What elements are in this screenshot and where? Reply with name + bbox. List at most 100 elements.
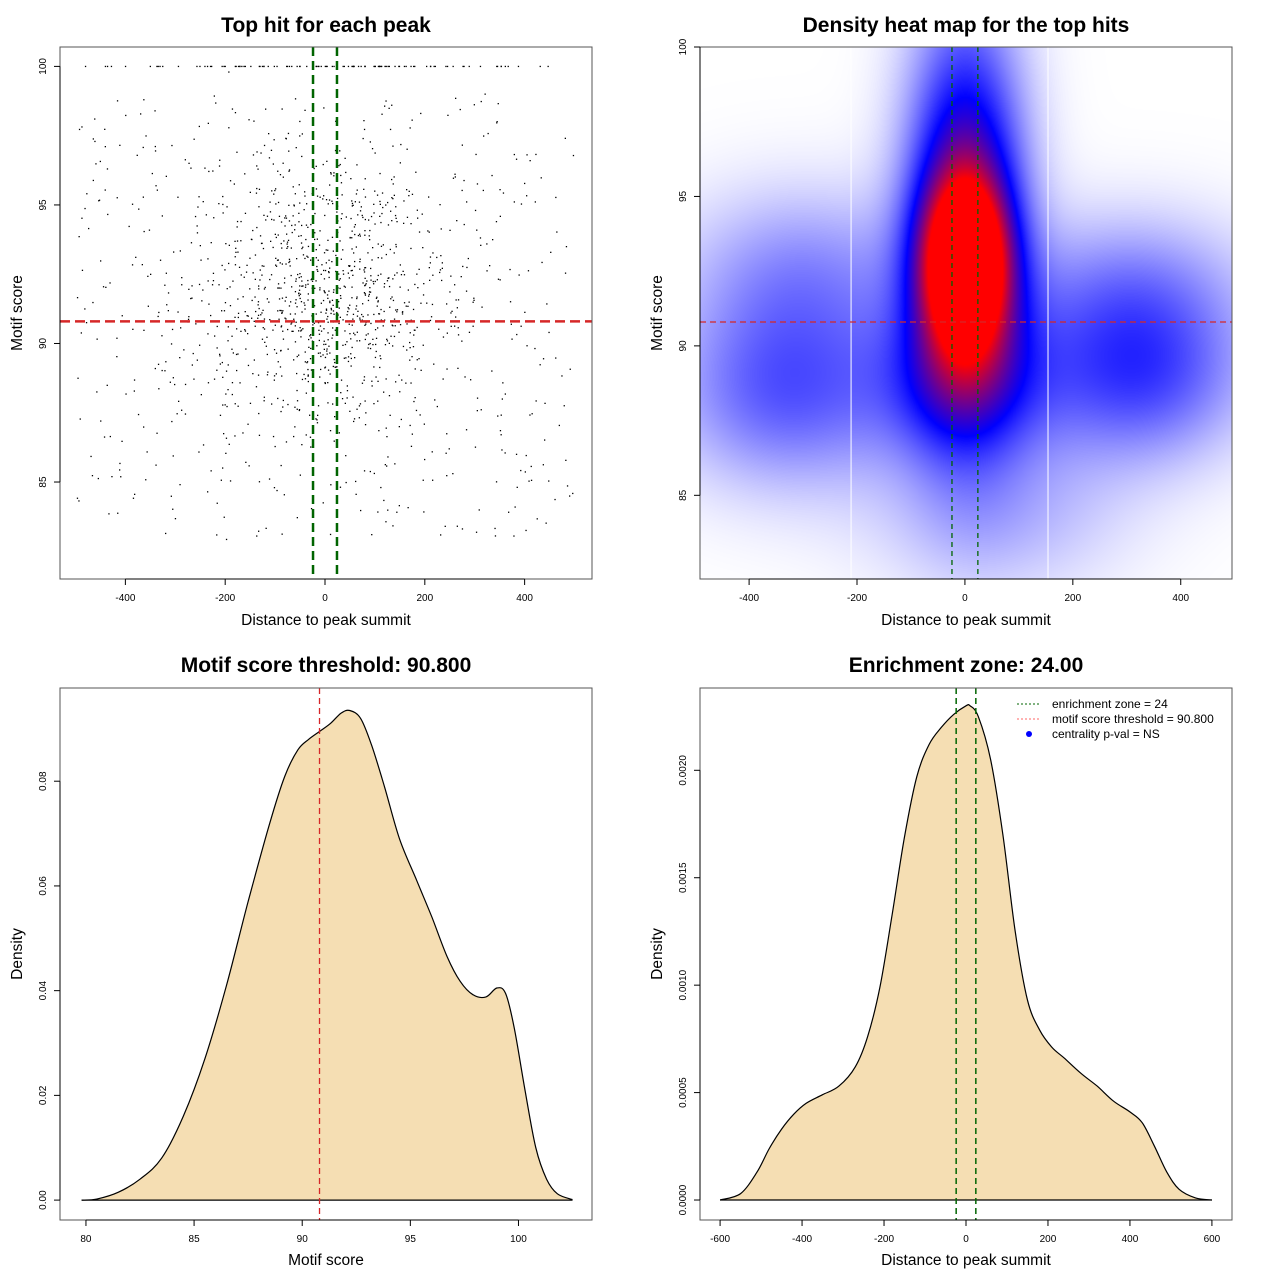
annotation-lines — [60, 47, 592, 579]
scatter-point — [328, 271, 330, 274]
scatter-point — [258, 206, 260, 208]
scatter-point — [495, 481, 498, 483]
x-tick-label: 95 — [405, 1234, 417, 1245]
scatter-point — [398, 505, 400, 507]
scatter-point — [482, 189, 484, 192]
scatter-point — [241, 65, 243, 68]
scatter-point — [399, 324, 402, 326]
density-curve — [81, 709, 573, 1201]
scatter-point — [116, 100, 119, 102]
scatter-point — [357, 65, 360, 68]
panel-scatter: Top hit for each peak -400 -200 0 200 400 85… — [9, 14, 593, 629]
scatter-point — [548, 480, 550, 482]
scatter-point — [231, 348, 233, 350]
scatter-point — [340, 297, 342, 299]
scatter-point — [385, 427, 387, 429]
scatter-point — [141, 264, 143, 266]
scatter-point — [263, 288, 266, 290]
scatter-point — [78, 128, 81, 131]
scatter-point — [515, 158, 518, 160]
scatter-point — [454, 173, 456, 175]
scatter-point — [146, 451, 148, 453]
scatter-point — [234, 112, 237, 114]
scatter-point — [279, 309, 281, 312]
scatter-point — [363, 188, 365, 190]
scatter-point — [414, 329, 416, 331]
scatter-point — [395, 381, 397, 383]
scatter-point — [320, 273, 322, 275]
scatter-point — [335, 254, 337, 257]
scatter-point — [382, 325, 384, 327]
scatter-point — [196, 65, 198, 68]
scatter-point — [290, 247, 292, 249]
scatter-point — [332, 310, 335, 312]
scatter-point — [375, 337, 378, 339]
scatter-point — [380, 65, 382, 68]
scatter-point — [204, 65, 206, 68]
scatter-point — [287, 403, 289, 406]
panel-heatmap: Density heat map for the top hits -400 -2… — [649, 14, 1233, 629]
scatter-point — [304, 378, 307, 380]
scatter-point — [268, 133, 270, 135]
scatter-point — [484, 93, 486, 95]
scatter-point — [137, 413, 140, 416]
scatter-point — [359, 340, 361, 342]
scatter-point — [281, 311, 283, 313]
scatter-point — [324, 382, 326, 385]
scatter-point — [294, 98, 297, 100]
scatter-point — [301, 133, 303, 135]
scatter-point — [339, 486, 342, 488]
scatter-point — [103, 436, 106, 438]
scatter-point — [295, 280, 297, 282]
scatter-point — [340, 174, 342, 177]
scatter-point — [244, 173, 246, 175]
scatter-point — [392, 525, 394, 527]
scatter-point — [402, 270, 404, 272]
scatter-point — [461, 144, 463, 146]
scatter-point — [428, 231, 430, 233]
scatter-point — [347, 272, 349, 274]
scatter-point — [348, 277, 350, 279]
scatter-point — [351, 237, 353, 239]
scatter-point — [342, 65, 344, 68]
scatter-point — [228, 127, 230, 129]
scatter-point — [545, 522, 547, 524]
scatter-point — [342, 319, 344, 321]
scatter-point — [229, 305, 232, 307]
scatter-point — [372, 280, 374, 283]
scatter-point — [237, 316, 239, 319]
scatter-point — [120, 476, 122, 478]
scatter-point — [281, 297, 284, 299]
scatter-point — [257, 314, 260, 316]
scatter-point — [234, 403, 236, 405]
scatter-point — [463, 223, 465, 226]
scatter-point — [147, 305, 149, 307]
scatter-point — [309, 414, 311, 416]
scatter-point — [441, 279, 443, 282]
scatter-point — [236, 151, 238, 153]
scatter-point — [473, 104, 475, 106]
scatter-point — [541, 261, 543, 264]
scatter-point — [256, 151, 258, 153]
scatter-point — [208, 170, 210, 173]
scatter-point — [294, 406, 296, 408]
scatter-point — [314, 287, 316, 289]
scatter-point — [430, 316, 433, 318]
scatter-point — [257, 301, 260, 303]
scatter-point — [377, 511, 379, 513]
scatter-point — [359, 258, 361, 260]
scatter-point — [406, 148, 408, 150]
scatter-point — [199, 65, 201, 68]
scatter-point — [554, 498, 556, 501]
legend-label: enrichment zone = 24 — [1052, 697, 1168, 711]
scatter-point — [81, 269, 84, 271]
scatter-point — [249, 257, 251, 259]
scatter-point — [422, 344, 424, 346]
x-tick-label: -200 — [874, 1234, 894, 1245]
scatter-point — [261, 65, 264, 68]
scatter-point — [375, 343, 377, 346]
scatter-point — [161, 215, 163, 217]
scatter-point — [164, 284, 166, 286]
scatter-point — [266, 298, 268, 300]
